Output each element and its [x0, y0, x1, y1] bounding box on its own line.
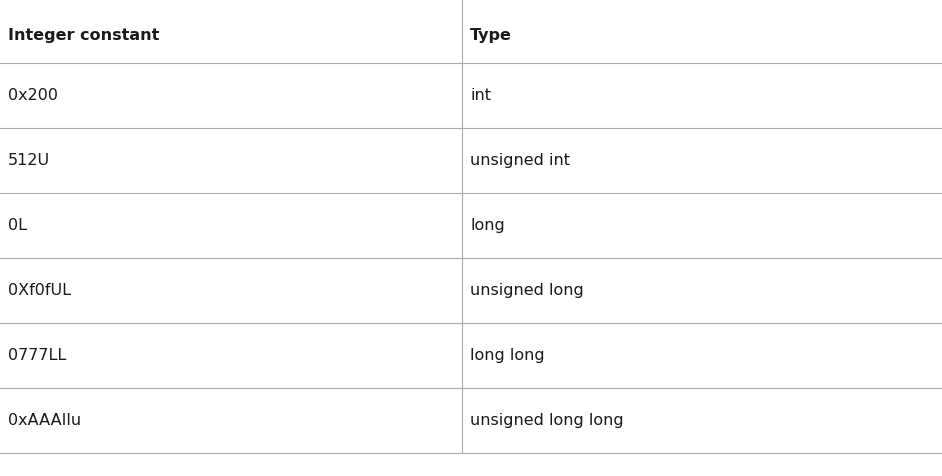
Text: Integer constant: Integer constant: [8, 28, 159, 43]
Text: 512U: 512U: [8, 153, 50, 168]
Text: long: long: [470, 218, 505, 233]
Text: unsigned long long: unsigned long long: [470, 413, 624, 428]
Text: long long: long long: [470, 348, 544, 363]
Text: 0L: 0L: [8, 218, 27, 233]
Text: 0xAAAIlu: 0xAAAIlu: [8, 413, 81, 428]
Text: unsigned long: unsigned long: [470, 283, 584, 298]
Text: 0777LL: 0777LL: [8, 348, 66, 363]
Text: Type: Type: [470, 28, 512, 43]
Text: unsigned int: unsigned int: [470, 153, 570, 168]
Text: 0Xf0fUL: 0Xf0fUL: [8, 283, 71, 298]
Text: int: int: [470, 88, 491, 103]
Text: 0x200: 0x200: [8, 88, 58, 103]
